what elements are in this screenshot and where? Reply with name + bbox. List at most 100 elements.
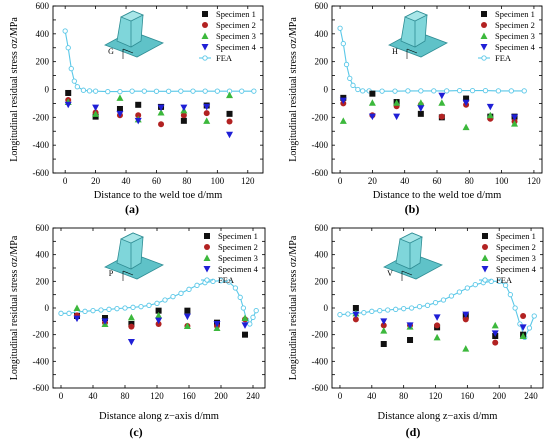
data-point-specimen-3 [486, 111, 494, 119]
data-point-fea [218, 278, 224, 284]
x-tick-label: 100 [211, 176, 225, 186]
series-line-fea [339, 280, 535, 339]
data-point-specimen-1 [155, 307, 162, 314]
x-tick-label: 40 [367, 391, 377, 401]
x-tick-label: 60 [433, 176, 443, 186]
y-tick-label: 0 [324, 85, 329, 95]
inset-axis-x [122, 270, 134, 276]
data-point-fea [347, 75, 353, 82]
specimen-inset: H [387, 9, 449, 61]
data-point-specimen-4 [213, 321, 221, 328]
data-point-fea [214, 88, 220, 94]
legend-marker-4 [480, 44, 488, 51]
data-point-fea [456, 289, 463, 295]
x-tick-label: 120 [150, 391, 164, 401]
data-point-specimen-2 [352, 316, 359, 323]
x-tick-label: 40 [89, 391, 99, 401]
data-point-fea [65, 45, 71, 51]
y-tick-label: -200 [312, 112, 329, 122]
data-point-specimen-2 [438, 113, 445, 120]
data-point-fea [240, 305, 247, 311]
inset-axes [122, 270, 134, 281]
legend-marker-3 [481, 254, 489, 261]
data-point-fea [186, 286, 192, 292]
data-point-specimen-3 [73, 304, 81, 311]
data-point-fea [190, 88, 196, 94]
data-point-specimen-1 [226, 110, 233, 117]
inset-rib-top [404, 10, 428, 22]
x-axis-label: Distance to the weld toe d/mm [94, 190, 223, 201]
y-tick-label: -200 [33, 112, 50, 122]
x-tick-label: 80 [465, 176, 475, 186]
y-tick-label: -400 [33, 140, 50, 150]
data-point-fea [92, 88, 99, 94]
data-point-specimen-3 [203, 117, 211, 124]
legend-marker-2 [482, 244, 488, 250]
data-point-specimen-3 [92, 110, 100, 117]
data-point-specimen-3 [433, 333, 441, 341]
x-tick-label: 120 [429, 391, 443, 401]
data-point-specimen-3 [157, 108, 165, 116]
data-point-specimen-4 [134, 117, 142, 125]
y-tick-label: 0 [45, 303, 50, 313]
data-point-specimen-3 [462, 123, 470, 131]
legend-marker-5 [202, 55, 208, 61]
data-point-specimen-2 [520, 313, 527, 319]
data-point-specimen-2 [158, 121, 165, 128]
y-tick-label: 600 [315, 223, 329, 233]
data-point-fea [343, 61, 350, 68]
x-tick-label: 0 [338, 176, 343, 186]
data-point-specimen-4 [157, 104, 165, 112]
y-tick-label: 200 [315, 57, 329, 67]
data-point-fea [495, 88, 502, 94]
x-tick-label: 200 [214, 391, 228, 401]
data-point-specimen-3 [213, 324, 221, 331]
y-tick-label: -400 [312, 140, 329, 150]
data-point-specimen-3 [380, 327, 388, 334]
data-point-specimen-4 [462, 99, 470, 107]
inset-axes [406, 48, 418, 59]
legend-label: FEA [218, 275, 235, 285]
panel-caption: (b) [405, 202, 420, 216]
inset-axes [401, 270, 413, 281]
data-point-specimen-4 [183, 313, 191, 321]
data-point-specimen-1 [102, 315, 108, 321]
data-point-specimen-3 [368, 99, 376, 106]
data-point-fea [62, 28, 68, 34]
data-point-specimen-2 [135, 112, 142, 119]
data-point-fea [129, 88, 135, 94]
data-point-specimen-4 [92, 104, 100, 112]
legend-marker-1 [482, 233, 488, 239]
data-point-fea [469, 87, 476, 94]
data-point-specimen-4 [64, 101, 72, 109]
inset-rib-top [120, 10, 144, 22]
x-tick-label: 100 [495, 176, 509, 186]
data-point-fea [440, 297, 447, 303]
data-point-fea [531, 313, 537, 319]
inset-letter: G [108, 47, 114, 56]
data-point-specimen-1 [352, 305, 359, 311]
y-axis-label: Longitudinal residual stress σz/MPa [288, 17, 299, 162]
data-point-specimen-1 [116, 105, 123, 112]
data-point-specimen-3 [116, 94, 124, 101]
data-point-fea [431, 88, 437, 94]
data-point-fea [106, 306, 112, 312]
data-point-fea [385, 307, 391, 313]
data-point-specimen-4 [180, 104, 188, 112]
y-axis-label: Longitudinal residual stress σz/MPa [288, 235, 299, 380]
legend-label: Specimen 3 [496, 253, 536, 263]
legend-marker-3 [480, 32, 488, 39]
x-axis-label: Distance to the weld toe d/mm [373, 190, 502, 201]
data-point-fea [369, 308, 375, 314]
data-point-specimen-4 [406, 322, 414, 329]
data-point-specimen-4 [462, 311, 470, 319]
data-point-specimen-3 [462, 345, 470, 352]
data-point-specimen-4 [73, 315, 81, 323]
y-tick-label: -400 [33, 356, 50, 366]
data-point-fea [162, 297, 168, 303]
y-tick-label: 400 [315, 29, 329, 39]
legend-label: Specimen 2 [218, 242, 258, 252]
data-point-specimen-2 [128, 323, 135, 330]
